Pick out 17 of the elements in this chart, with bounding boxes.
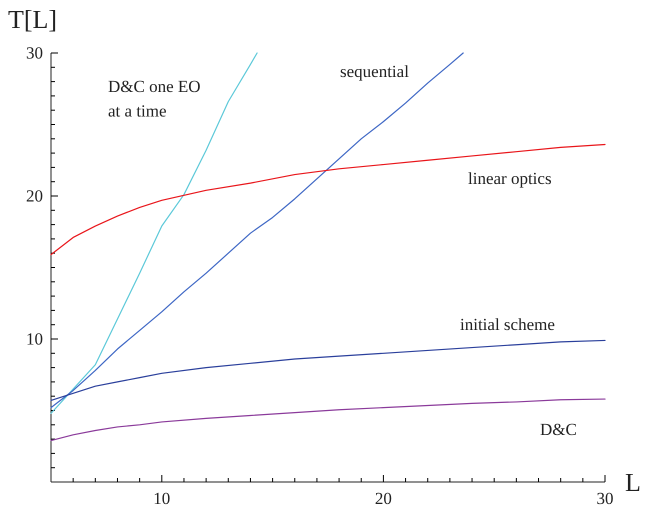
line-series bbox=[50, 398, 606, 442]
series-label: linear optics bbox=[468, 169, 552, 188]
y-axis-title: T[L] bbox=[8, 5, 58, 34]
series-label: sequential bbox=[340, 62, 410, 81]
x-tick-label: 20 bbox=[374, 489, 392, 508]
y-tick-label: 10 bbox=[26, 329, 43, 348]
y-tick-label: 20 bbox=[26, 186, 43, 206]
line-series bbox=[50, 340, 606, 402]
y-tick-label: 30 bbox=[26, 43, 43, 62]
series-label: initial scheme bbox=[460, 315, 555, 334]
x-tick-label: 30 bbox=[596, 489, 614, 508]
series-label: D&C bbox=[540, 420, 577, 439]
x-axis-title: L bbox=[625, 468, 641, 497]
series-label: D&C one EO at a time bbox=[108, 77, 201, 121]
line-series bbox=[50, 144, 606, 256]
line-series bbox=[50, 52, 258, 414]
x-tick-label: 10 bbox=[153, 489, 170, 508]
